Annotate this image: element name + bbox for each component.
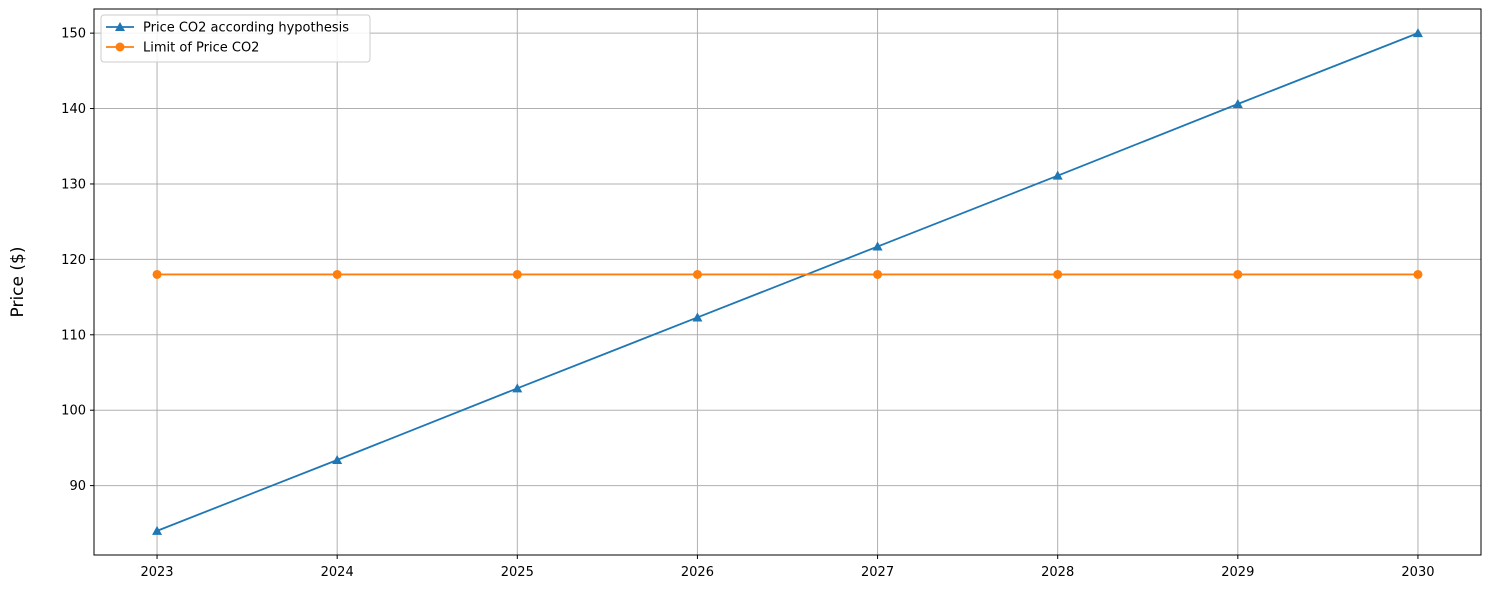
y-tick-label: 140 bbox=[61, 102, 86, 117]
y-axis: 90 100 110 120 130 140 150 bbox=[61, 27, 94, 494]
x-tick-label: 2027 bbox=[861, 565, 894, 580]
x-tick-label: 2025 bbox=[501, 565, 534, 580]
data-point bbox=[692, 312, 703, 322]
y-tick-label: 110 bbox=[61, 328, 86, 343]
x-tick-label: 2029 bbox=[1221, 565, 1254, 580]
y-tick-label: 130 bbox=[61, 177, 86, 192]
data-point bbox=[1412, 28, 1423, 38]
data-point bbox=[152, 269, 162, 279]
data-point bbox=[332, 269, 342, 279]
legend-label: Limit of Price CO2 bbox=[143, 41, 259, 56]
data-point bbox=[872, 241, 883, 251]
legend-item: Limit of Price CO2 bbox=[106, 41, 259, 56]
x-tick-label: 2030 bbox=[1401, 565, 1434, 580]
series-1 bbox=[152, 269, 1423, 279]
data-point bbox=[1232, 99, 1243, 109]
data-point bbox=[692, 269, 702, 279]
legend-label: Price CO2 according hypothesis bbox=[143, 21, 349, 36]
x-tick-label: 2024 bbox=[321, 565, 354, 580]
data-point bbox=[1233, 269, 1243, 279]
y-tick-label: 100 bbox=[61, 404, 86, 419]
series-line bbox=[156, 32, 1419, 532]
grid-lines bbox=[94, 9, 1481, 555]
legend: Price CO2 according hypothesis Limit of P… bbox=[100, 14, 371, 63]
data-point bbox=[512, 383, 523, 393]
y-tick-label: 90 bbox=[69, 479, 86, 494]
data-point bbox=[1052, 170, 1063, 180]
y-axis-label: Price ($) bbox=[8, 247, 28, 318]
plot-frame bbox=[93, 8, 1482, 556]
legend-box bbox=[100, 14, 371, 63]
data-point bbox=[1053, 269, 1063, 279]
data-point bbox=[152, 525, 163, 535]
legend-item: Price CO2 according hypothesis bbox=[106, 21, 349, 36]
y-tick-label: 150 bbox=[61, 27, 86, 42]
data-point bbox=[1413, 269, 1423, 279]
x-tick-label: 2026 bbox=[681, 565, 714, 580]
legend-marker bbox=[115, 22, 125, 31]
data-point bbox=[332, 454, 343, 464]
data-point bbox=[512, 269, 522, 279]
legend-marker bbox=[115, 42, 125, 52]
data-point bbox=[873, 269, 883, 279]
x-tick-label: 2028 bbox=[1041, 565, 1074, 580]
x-tick-label: 2023 bbox=[140, 565, 173, 580]
series-layer bbox=[152, 28, 1423, 535]
x-axis: 2023 2024 2025 2026 2027 2028 2029 2030 bbox=[140, 555, 1435, 580]
y-tick-label: 120 bbox=[61, 253, 86, 268]
series-0 bbox=[152, 28, 1423, 535]
